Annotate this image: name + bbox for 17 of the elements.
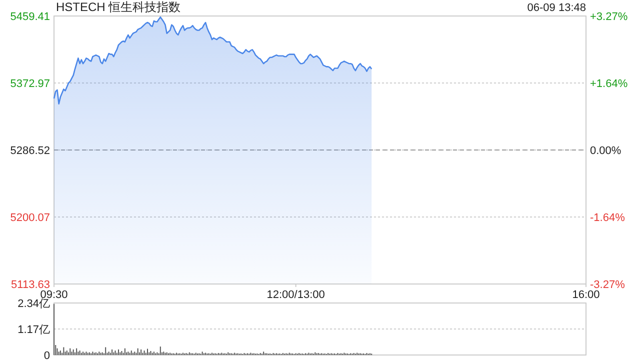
y2-tick-label: +3.27% <box>590 11 628 23</box>
y-tick-label: 5372.97 <box>10 78 50 90</box>
y-tick-label: 5200.07 <box>10 212 50 224</box>
y2-tick-label: +1.64% <box>590 78 628 90</box>
y2-tick-label: 0.00% <box>590 145 622 157</box>
y2-tick-label: -3.27% <box>590 279 626 291</box>
y-tick-label: 5113.63 <box>11 279 50 291</box>
y-tick-label: 1.17亿 <box>18 324 50 336</box>
x-tick-label: 12:00/13:00 <box>266 289 325 301</box>
y-tick-label: 5286.52 <box>10 145 50 157</box>
chart-subtitle: 06-09 13:48 <box>527 2 586 14</box>
y2-tick-label: -1.64% <box>590 212 626 224</box>
y-tick-label: 0 <box>44 350 50 360</box>
y-tick-label: 2.34亿 <box>18 298 50 310</box>
chart-title: HSTECH 恒生科技指数 <box>56 0 181 14</box>
x-tick-label: 16:00 <box>572 289 600 301</box>
y-tick-label: 5459.41 <box>10 11 50 23</box>
